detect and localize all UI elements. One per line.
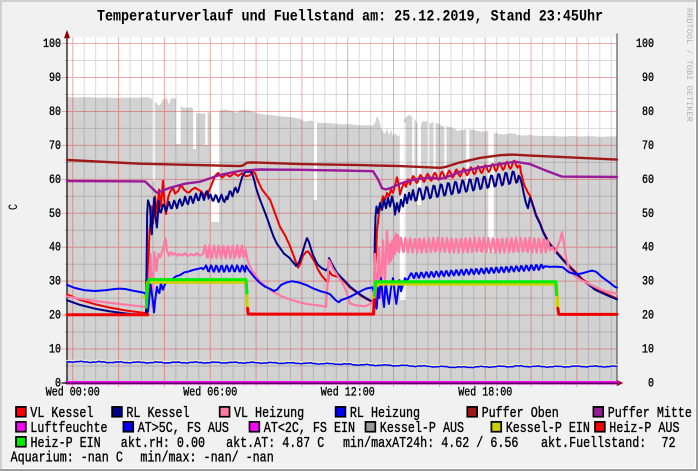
svg-text:Heiz-P AUS: Heiz-P AUS: [609, 420, 679, 437]
svg-text:akt.rH: 0.00: akt.rH: 0.00: [121, 435, 205, 452]
svg-text:VL Heizung: VL Heizung: [234, 405, 304, 422]
svg-text:Wed 18:00: Wed 18:00: [458, 385, 512, 400]
svg-text:80: 80: [642, 105, 654, 120]
svg-text:20: 20: [49, 309, 61, 324]
svg-text:60: 60: [49, 173, 61, 188]
svg-text:RRDTOOL / TOBI OETIKER: RRDTOOL / TOBI OETIKER: [684, 8, 694, 122]
svg-text:30: 30: [49, 275, 61, 290]
svg-text:90: 90: [49, 71, 61, 86]
svg-text:min/maxAT24h: 4.62 / 6.56: min/maxAT24h: 4.62 / 6.56: [343, 435, 518, 452]
svg-text:Wed 00:00: Wed 00:00: [46, 385, 100, 400]
svg-text:70: 70: [642, 139, 654, 154]
svg-text:Temperaturverlauf und Fuellsta: Temperaturverlauf und Fuellstand am: 25.…: [97, 9, 603, 26]
svg-text:Puffer Mitte: Puffer Mitte: [608, 405, 692, 422]
svg-text:40: 40: [49, 241, 61, 256]
svg-text:100: 100: [636, 37, 654, 52]
svg-text:72: 72: [662, 435, 676, 452]
svg-text:80: 80: [49, 105, 61, 120]
svg-text:Wed 12:00: Wed 12:00: [321, 385, 375, 400]
svg-text:Kessel-P AUS: Kessel-P AUS: [380, 420, 464, 437]
svg-text:Luftfeuchte: Luftfeuchte: [30, 420, 107, 437]
svg-text:10: 10: [642, 342, 654, 357]
svg-text:30: 30: [642, 275, 654, 290]
svg-text:RL Heizung: RL Heizung: [350, 405, 420, 422]
svg-text:100: 100: [43, 37, 61, 52]
svg-text:AT>5C, FS AUS: AT>5C, FS AUS: [138, 420, 229, 437]
svg-text:Kessel-P EIN: Kessel-P EIN: [506, 420, 590, 437]
svg-text:20: 20: [642, 309, 654, 324]
svg-text:min/max: -nan/ -nan: min/max: -nan/ -nan: [140, 449, 273, 466]
svg-text:0: 0: [55, 376, 61, 391]
svg-text:50: 50: [642, 207, 654, 222]
svg-text:40: 40: [642, 241, 654, 256]
svg-text:akt.AT: 4.87 C: akt.AT: 4.87 C: [226, 435, 324, 452]
svg-text:C: C: [7, 204, 22, 210]
svg-text:Aquarium: -nan C: Aquarium: -nan C: [11, 449, 123, 466]
svg-text:Wed 06:00: Wed 06:00: [183, 385, 237, 400]
svg-text:VL Kessel: VL Kessel: [30, 405, 93, 422]
svg-text:0: 0: [648, 376, 654, 391]
svg-text:RL Kessel: RL Kessel: [126, 405, 189, 422]
svg-text:Heiz-P EIN: Heiz-P EIN: [31, 435, 101, 452]
svg-text:60: 60: [642, 173, 654, 188]
svg-text:90: 90: [642, 71, 654, 86]
svg-text:70: 70: [49, 139, 61, 154]
svg-text:akt.Fuellstand:: akt.Fuellstand:: [541, 435, 646, 452]
svg-text:Puffer Oben: Puffer Oben: [482, 405, 559, 422]
svg-text:10: 10: [49, 342, 61, 357]
svg-text:AT<2C, FS EIN: AT<2C, FS EIN: [264, 420, 355, 437]
svg-text:50: 50: [49, 207, 61, 222]
